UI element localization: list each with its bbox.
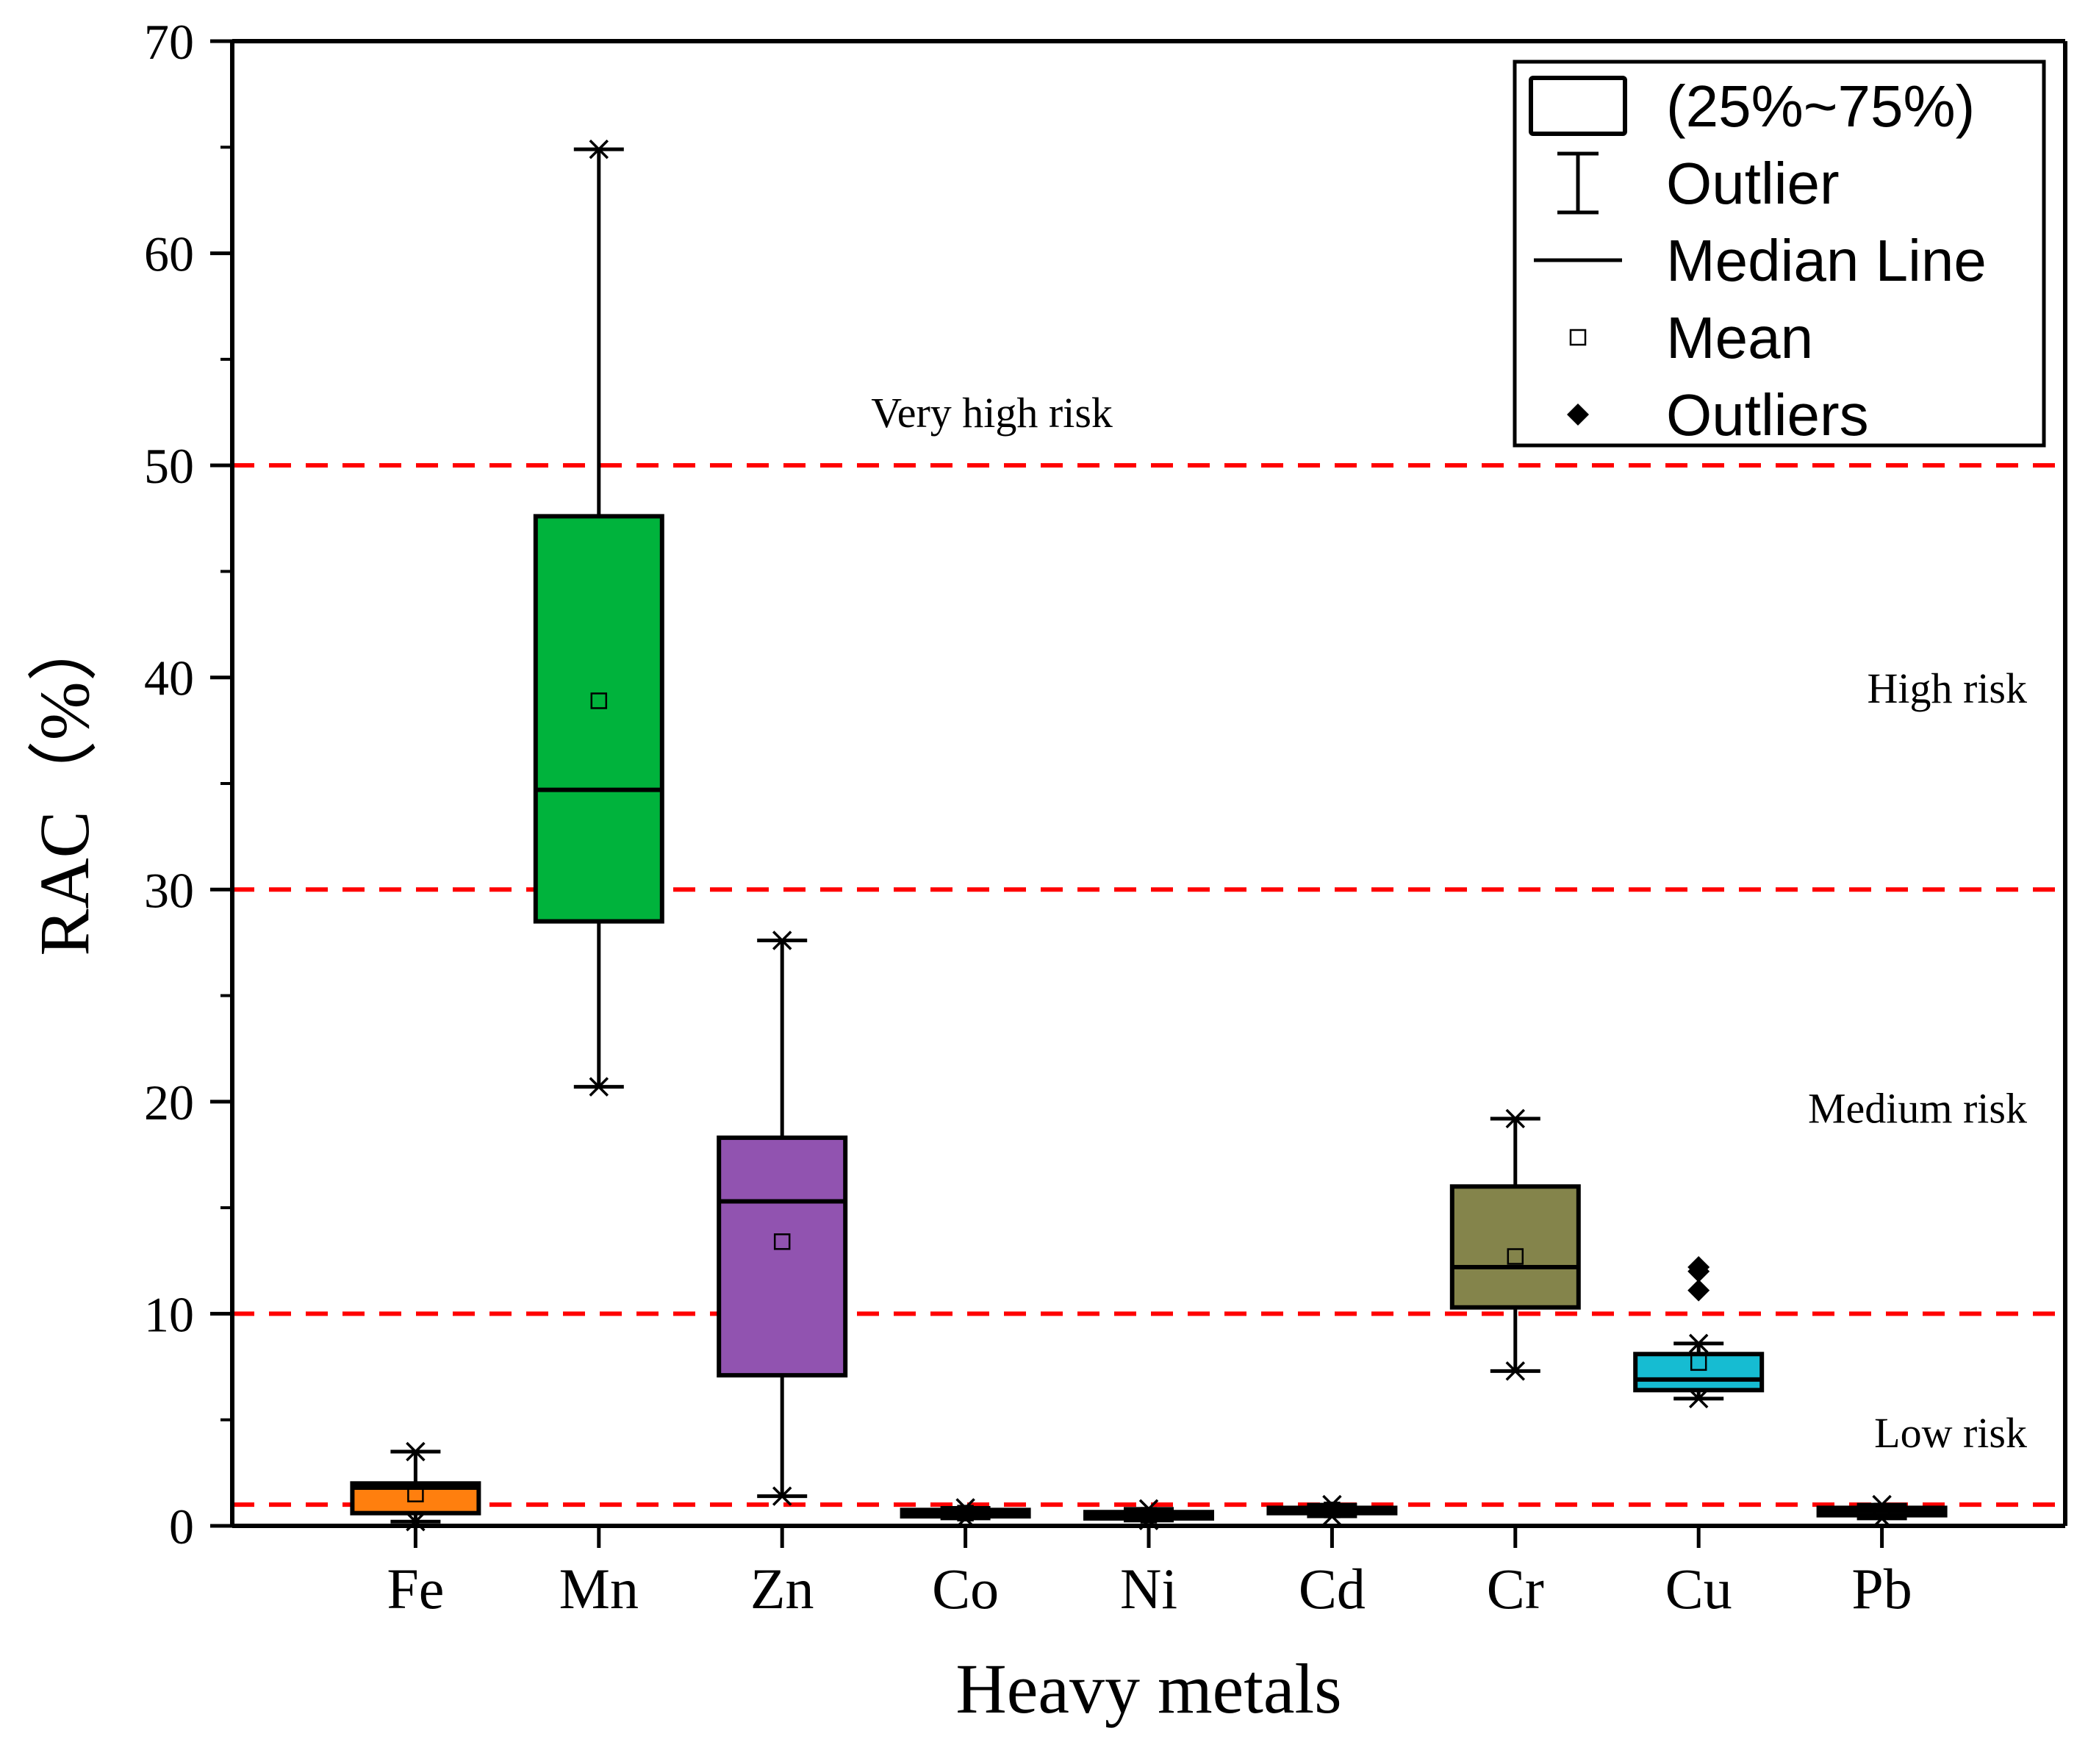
box-fe: [350, 1441, 481, 1532]
legend-label: Median Line: [1666, 228, 1987, 293]
iqr-box: [1633, 1352, 1765, 1393]
annotation-high-risk: High risk: [1868, 664, 2028, 712]
y-tick-label: 10: [144, 1286, 194, 1342]
outlier-point: [1687, 1279, 1710, 1302]
x-tick-label: Pb: [1851, 1557, 1912, 1621]
legend-entry: Median Line: [1534, 228, 1987, 293]
box-cu: [1633, 1255, 1765, 1409]
box-zn: [717, 931, 848, 1506]
x-tick-label: Mn: [559, 1557, 639, 1621]
max-marker: [1688, 1333, 1709, 1354]
box-ni: [1083, 1499, 1214, 1531]
mean-marker: [773, 1233, 791, 1250]
y-tick-label: 20: [144, 1075, 194, 1130]
outlier-point: [1687, 1255, 1710, 1278]
max-marker: [406, 1441, 426, 1462]
box-mn: [533, 139, 664, 1097]
axes: 0 10 20 30 40 50 60 70 Fe Mn Zn Co Ni Cd Cr Cu Pb: [144, 14, 2067, 1621]
mean-marker: [1507, 1248, 1524, 1265]
box-cd: [1266, 1494, 1398, 1527]
x-tick-label: Fe: [387, 1557, 444, 1621]
y-tick-label: 0: [169, 1499, 194, 1555]
iqr-box: [1449, 1184, 1581, 1310]
legend-entry: Outliers: [1567, 382, 1869, 448]
legend-box-icon: [1529, 76, 1627, 136]
risk-annotations: Very high risk High risk Medium risk Low ri…: [871, 389, 2027, 1457]
x-tick-label: Zn: [750, 1557, 814, 1621]
y-tick-label: 50: [144, 438, 194, 494]
mean-marker: [590, 692, 608, 709]
legend: (25%~75%) Outlier Median Line Mean Outliers: [1513, 60, 2046, 448]
y-axis-title: RAC（%）: [25, 611, 104, 956]
mean-marker: [1690, 1354, 1707, 1372]
iqr-box: [533, 514, 664, 924]
iqr-box: [717, 1135, 848, 1378]
min-marker: [772, 1486, 792, 1506]
mean-marker: [1873, 1502, 1890, 1520]
box-cr: [1449, 1108, 1581, 1381]
legend-entry: (25%~75%): [1529, 74, 1975, 139]
legend-outlier-icon: [1567, 404, 1589, 426]
mean-marker: [1140, 1507, 1158, 1524]
mean-marker: [407, 1485, 424, 1502]
y-tick-label: 70: [144, 14, 194, 70]
x-tick-label: Co: [932, 1557, 999, 1621]
x-tick-label: Cu: [1665, 1557, 1732, 1621]
y-tick-label: 60: [144, 226, 194, 282]
annotation-very-high-risk: Very high risk: [871, 389, 1113, 437]
y-tick-label: 30: [144, 862, 194, 918]
box-pb: [1816, 1494, 1948, 1529]
mean-marker: [957, 1505, 974, 1521]
max-marker: [589, 139, 609, 159]
x-tick-label: Ni: [1120, 1557, 1177, 1621]
mean-marker: [1324, 1502, 1341, 1519]
legend-label: (25%~75%): [1666, 74, 1975, 139]
x-tick-label: Cd: [1299, 1557, 1366, 1621]
annotation-low-risk: Low risk: [1874, 1409, 2027, 1457]
max-marker: [772, 931, 792, 950]
y-tick-label: 40: [144, 650, 194, 706]
min-marker: [1505, 1361, 1526, 1381]
legend-entry: Outlier: [1557, 151, 1840, 216]
legend-label: Mean: [1666, 305, 1813, 370]
legend-label: Outliers: [1666, 382, 1869, 448]
boxes: [350, 139, 1948, 1532]
max-marker: [1505, 1108, 1526, 1129]
annotation-medium-risk: Medium risk: [1808, 1085, 2027, 1133]
legend-mean-icon: [1569, 329, 1587, 346]
x-tick-label: Cr: [1487, 1557, 1544, 1621]
box-co: [900, 1498, 1031, 1529]
reference-lines: [232, 463, 2065, 1507]
legend-label: Outlier: [1666, 151, 1840, 216]
min-marker: [1688, 1388, 1709, 1409]
x-axis-title: Heavy metals: [955, 1649, 1341, 1728]
legend-entry: Mean: [1569, 305, 1813, 370]
min-marker: [589, 1077, 609, 1097]
